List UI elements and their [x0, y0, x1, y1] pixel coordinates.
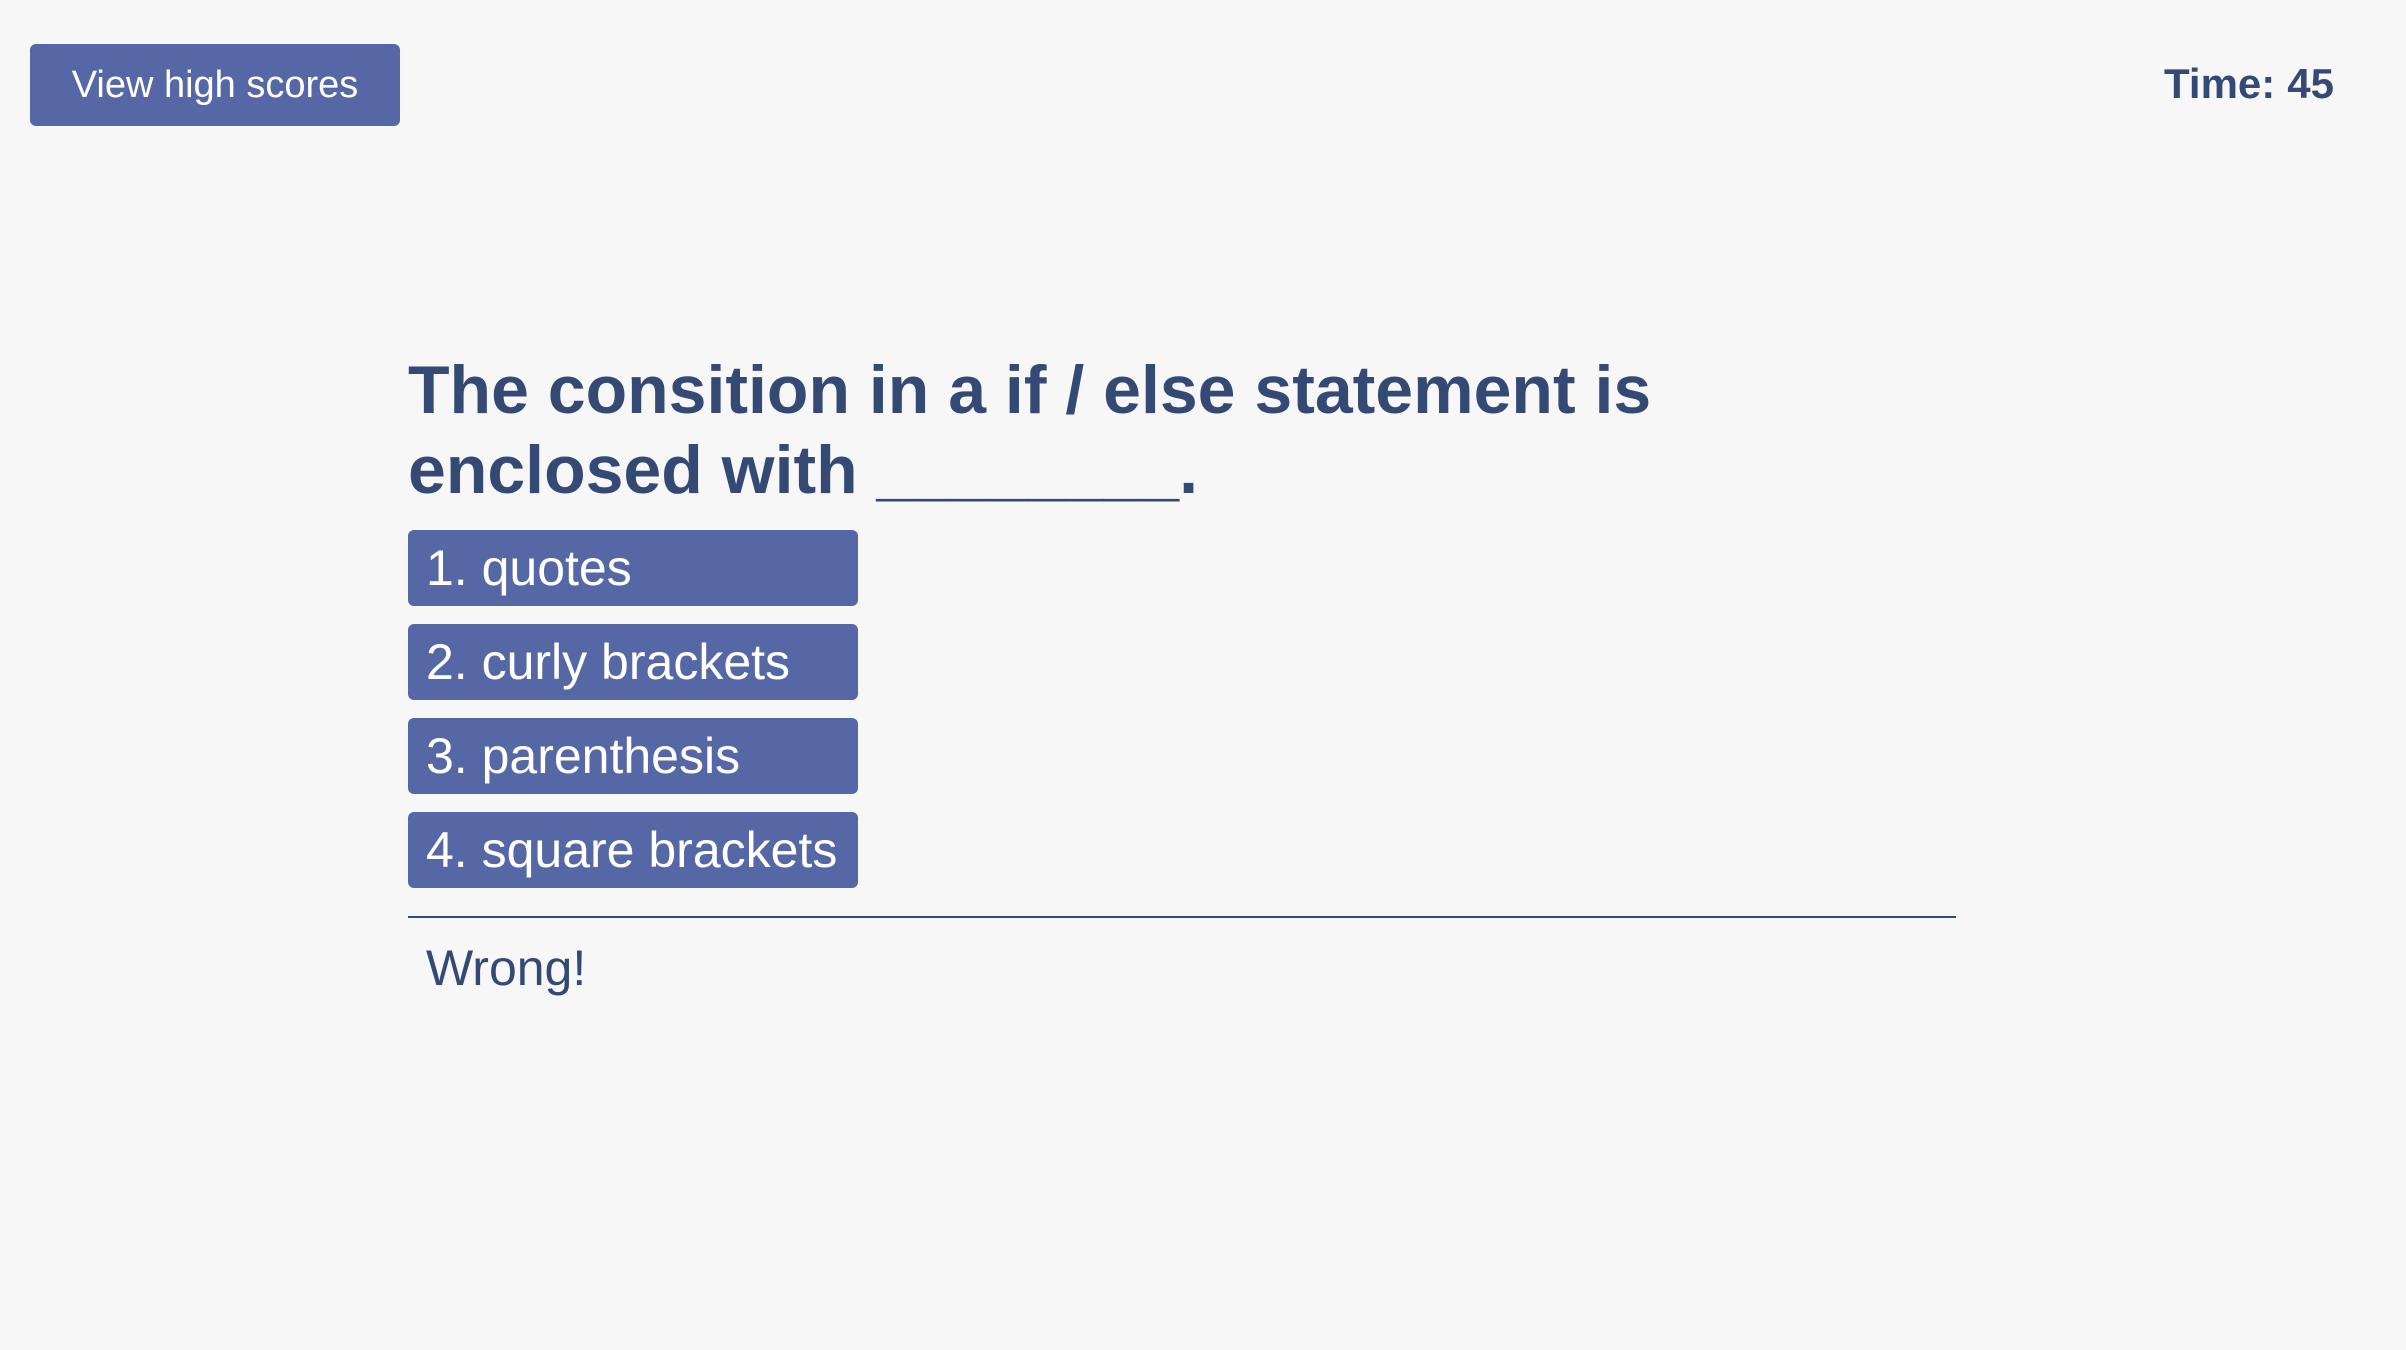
- timer-label: Time:: [2164, 60, 2276, 107]
- question-text: The consition in a if / else statement i…: [408, 352, 1652, 508]
- timer: Time: 45: [2164, 54, 2334, 114]
- choice-button-2[interactable]: 2. curly brackets: [408, 624, 858, 700]
- choice-button-1[interactable]: 1. quotes: [408, 530, 858, 606]
- choice-button-4[interactable]: 4. square brackets: [408, 812, 858, 888]
- quiz-container: The consition in a if / else statement i…: [408, 350, 1956, 1000]
- timer-value: 45: [2287, 60, 2334, 107]
- choices-list: 1. quotes 2. curly brackets 3. parenthes…: [408, 530, 1956, 888]
- answer-feedback: Wrong!: [426, 940, 587, 996]
- view-high-scores-button[interactable]: View high scores: [30, 44, 400, 126]
- choice-button-3[interactable]: 3. parenthesis: [408, 718, 858, 794]
- divider: [408, 916, 1956, 918]
